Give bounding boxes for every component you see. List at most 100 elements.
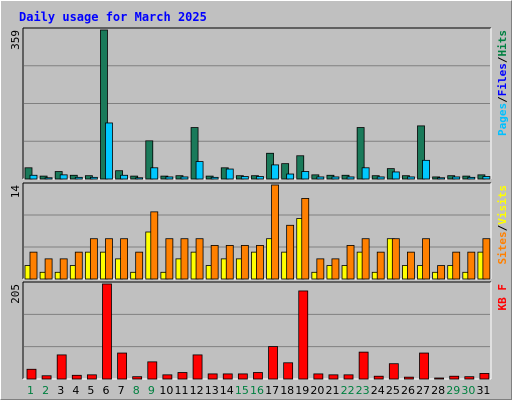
bar-sites xyxy=(361,238,370,280)
x-tick-label: 14 xyxy=(220,384,234,397)
bar-files xyxy=(74,176,83,180)
x-tick-label: 1 xyxy=(27,384,34,397)
bar-files xyxy=(316,176,325,180)
bar-hits xyxy=(417,125,425,180)
bar-files xyxy=(391,171,400,180)
bar-sites xyxy=(271,184,279,280)
y-max-label: 205 xyxy=(9,284,22,304)
bar-kb-f xyxy=(102,283,112,380)
y-axis-title: Pages/Files/Hits xyxy=(496,30,509,136)
bar-sites xyxy=(346,245,355,280)
x-tick-label: 18 xyxy=(280,384,294,397)
bar-files xyxy=(135,177,144,180)
chart-title: Daily usage for March 2025 xyxy=(19,10,207,24)
bar-kb-f xyxy=(132,376,143,380)
x-tick-label: 25 xyxy=(386,384,400,397)
bar-files xyxy=(210,176,219,180)
bar-files xyxy=(120,174,128,180)
bar-files xyxy=(29,174,38,180)
bar-files xyxy=(467,176,476,180)
bar-files xyxy=(105,122,113,180)
y-axis-title: KB F xyxy=(496,284,509,311)
x-tick-label: 12 xyxy=(190,384,204,397)
bar-kb-f xyxy=(162,374,173,380)
bar-files xyxy=(225,168,234,180)
bar-hits xyxy=(356,127,365,180)
bar-kb-f xyxy=(56,354,67,380)
bar-sites xyxy=(180,238,189,280)
x-tick-label: 19 xyxy=(295,384,309,397)
bar-sites xyxy=(407,251,415,280)
panel-sites-visits: 14 Sites/Visits xyxy=(9,182,509,280)
bar-kb-f xyxy=(177,372,188,380)
bar-files xyxy=(286,173,295,180)
y-max-label: 359 xyxy=(9,30,22,50)
x-tick-label: 22 xyxy=(341,384,355,397)
bar-kb-f xyxy=(298,290,309,380)
bar-kb-f xyxy=(41,375,52,380)
bar-hits xyxy=(296,155,305,180)
bar-sites xyxy=(105,238,113,280)
bar-files xyxy=(256,176,264,180)
bar-kb-f xyxy=(192,354,203,380)
x-tick-label: 5 xyxy=(87,384,94,397)
bar-files xyxy=(44,177,53,180)
bar-kb-f xyxy=(373,375,384,380)
bar-sites xyxy=(135,251,144,280)
bar-sites xyxy=(59,258,68,280)
bar-sites xyxy=(256,245,264,280)
y-axis-title-part: Sites xyxy=(496,231,509,264)
x-tick-label: 24 xyxy=(371,384,385,397)
bar-kb-f xyxy=(419,352,429,380)
bar-hits xyxy=(190,127,199,180)
bar-sites xyxy=(331,258,340,280)
bar-sites xyxy=(286,224,295,280)
bar-files xyxy=(195,161,204,180)
bar-sites xyxy=(391,238,400,280)
y-axis-title-part: Pages xyxy=(496,103,509,136)
bar-sites xyxy=(467,251,476,280)
bar-kb-f xyxy=(222,373,233,380)
bar-kb-f xyxy=(434,377,445,380)
bar-files xyxy=(331,176,340,180)
x-tick-label: 2 xyxy=(42,384,49,397)
panel-hits-files-pages: 359 Pages/Files/Hits xyxy=(9,27,509,180)
bar-kb-f xyxy=(464,376,475,380)
bar-files xyxy=(301,171,310,180)
y-axis-title-part: / xyxy=(496,224,509,231)
bar-kb-f xyxy=(358,351,369,380)
bar-kb-f xyxy=(449,375,460,380)
x-tick-label: 30 xyxy=(461,384,475,397)
bar-kb-f xyxy=(86,374,97,380)
bar-kb-f xyxy=(117,352,127,380)
x-axis-day-labels: 1 2 3 4 5 6 7 8 9 10 11 12 13 14 15 16 17 18 19 20 21 22 23 24 2… xyxy=(27,384,490,397)
bar-files xyxy=(240,176,249,180)
bar-sites xyxy=(29,251,38,280)
bar-files xyxy=(482,176,491,180)
bar-hits xyxy=(24,167,33,180)
bar-kb-f xyxy=(283,362,294,380)
bar-sites xyxy=(316,258,325,280)
bar-files xyxy=(437,177,446,180)
bar-sites xyxy=(240,245,249,280)
bar-kb-f xyxy=(343,374,354,380)
bar-sites xyxy=(301,198,310,280)
bar-sites xyxy=(437,265,446,280)
bar-kb-f xyxy=(479,373,490,380)
bar-hits xyxy=(115,170,123,180)
x-tick-label: 4 xyxy=(72,384,79,397)
bar-sites xyxy=(452,251,461,280)
y-axis-title-part: Files xyxy=(496,63,509,96)
x-tick-label: 16 xyxy=(250,384,264,397)
bar-kb-f xyxy=(388,363,399,380)
bar-kb-f xyxy=(328,374,339,380)
x-tick-label: 10 xyxy=(159,384,173,397)
bar-files xyxy=(89,176,98,180)
x-tick-label: 21 xyxy=(325,384,339,397)
bar-files xyxy=(59,174,68,180)
bar-sites xyxy=(44,258,53,280)
bar-files xyxy=(346,176,355,180)
bar-files xyxy=(422,159,430,180)
